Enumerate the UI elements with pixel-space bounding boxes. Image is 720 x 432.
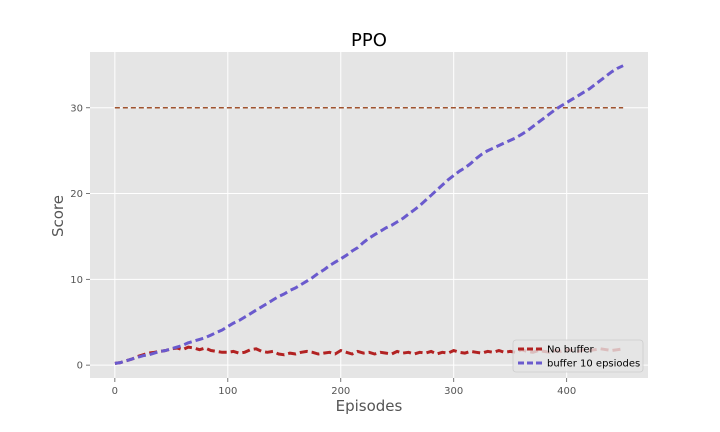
y-tick-label: 20 bbox=[70, 189, 83, 200]
x-tick-label: 0 bbox=[112, 386, 118, 397]
x-axis-ticks: 0 100 200 300 400 bbox=[112, 378, 576, 397]
y-axis-label: Score bbox=[49, 195, 67, 237]
y-axis-ticks: 0 10 20 30 bbox=[70, 103, 90, 372]
chart-title: PPO bbox=[351, 30, 387, 51]
legend-box bbox=[512, 339, 644, 373]
x-axis-label: Episodes bbox=[336, 397, 403, 415]
legend: No buffer buffer 10 epsiodes bbox=[512, 339, 644, 373]
x-tick-label: 200 bbox=[331, 386, 350, 397]
x-tick-label: 300 bbox=[444, 386, 463, 397]
y-tick-label: 10 bbox=[70, 275, 83, 286]
legend-label-buffer: buffer 10 epsiodes bbox=[547, 359, 640, 370]
y-tick-label: 30 bbox=[70, 103, 83, 114]
x-tick-label: 400 bbox=[557, 386, 576, 397]
y-tick-label: 0 bbox=[77, 361, 83, 372]
series-line-no-buffer bbox=[114, 345, 624, 365]
plot-area bbox=[90, 52, 648, 378]
series-line-buffer-10-episodes bbox=[114, 64, 624, 365]
x-tick-label: 100 bbox=[218, 386, 237, 397]
series-layer bbox=[114, 64, 624, 365]
legend-label-no-buffer: No buffer bbox=[547, 345, 595, 356]
